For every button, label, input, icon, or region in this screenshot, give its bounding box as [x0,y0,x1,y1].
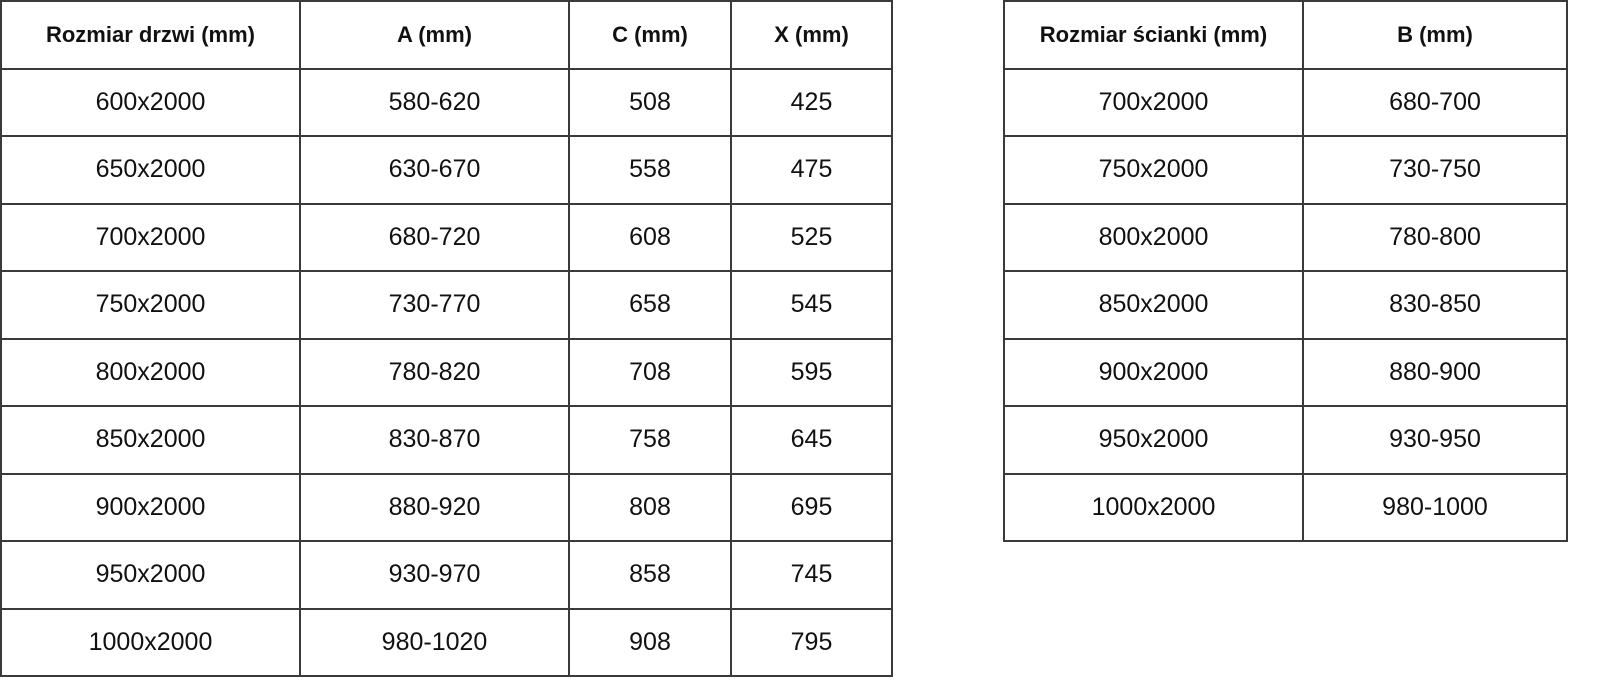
column-header: X (mm) [730,0,893,70]
table-cell: 650x2000 [0,135,301,205]
table-cell: 780-800 [1302,202,1568,272]
table-cell: 595 [730,337,893,407]
table-cell: 795 [730,607,893,677]
column-header: C (mm) [568,0,732,70]
table-cell: 930-950 [1302,405,1568,475]
table-cell: 858 [568,540,732,610]
table-cell: 630-670 [299,135,570,205]
table-cell: 880-920 [299,472,570,542]
table-cell: 475 [730,135,893,205]
table-cell: 658 [568,270,732,340]
table-cell: 750x2000 [0,270,301,340]
table-cell: 608 [568,202,732,272]
table-cell: 750x2000 [1003,135,1304,205]
table-row: 600x2000 580-620 508 425 [0,67,893,137]
column-header: A (mm) [299,0,570,70]
table-cell: 600x2000 [0,67,301,137]
table-cell: 930-970 [299,540,570,610]
table-cell: 900x2000 [0,472,301,542]
table-cell: 700x2000 [0,202,301,272]
table-cell: 850x2000 [1003,270,1304,340]
table-cell: 808 [568,472,732,542]
table-cell: 645 [730,405,893,475]
table-row: 650x2000 630-670 558 475 [0,135,893,205]
table-cell: 700x2000 [1003,67,1304,137]
table-cell: 508 [568,67,732,137]
table-row: 700x2000 680-700 [1003,67,1568,137]
door-size-table: Rozmiar drzwi (mm) A (mm) C (mm) X (mm) 600… [0,0,893,677]
header-row: Rozmiar ścianki (mm) B (mm) [1003,0,1568,70]
table-cell: 880-900 [1302,337,1568,407]
table-cell: 1000x2000 [0,607,301,677]
table-row: 950x2000 930-970 858 745 [0,540,893,610]
table-row: 1000x2000 980-1020 908 795 [0,607,893,677]
table-cell: 708 [568,337,732,407]
table-cell: 780-820 [299,337,570,407]
table-cell: 680-700 [1302,67,1568,137]
table-cell: 830-870 [299,405,570,475]
table-row: 800x2000 780-800 [1003,202,1568,272]
table-row: 750x2000 730-750 [1003,135,1568,205]
table-row: 750x2000 730-770 658 545 [0,270,893,340]
table-cell: 425 [730,67,893,137]
header-row: Rozmiar drzwi (mm) A (mm) C (mm) X (mm) [0,0,893,70]
table-cell: 525 [730,202,893,272]
column-header: Rozmiar drzwi (mm) [0,0,301,70]
table-row: 850x2000 830-870 758 645 [0,405,893,475]
table-cell: 950x2000 [1003,405,1304,475]
column-header: B (mm) [1302,0,1568,70]
table-cell: 558 [568,135,732,205]
table-cell: 830-850 [1302,270,1568,340]
table-cell: 745 [730,540,893,610]
table-row: 850x2000 830-850 [1003,270,1568,340]
table-row: 900x2000 880-900 [1003,337,1568,407]
table-cell: 800x2000 [0,337,301,407]
table-cell: 908 [568,607,732,677]
table-cell: 800x2000 [1003,202,1304,272]
wall-size-table: Rozmiar ścianki (mm) B (mm) 700x2000 680-7… [1003,0,1568,542]
table-row: 900x2000 880-920 808 695 [0,472,893,542]
table-cell: 850x2000 [0,405,301,475]
table-cell: 580-620 [299,67,570,137]
table-cell: 730-750 [1302,135,1568,205]
table-cell: 758 [568,405,732,475]
table-cell: 900x2000 [1003,337,1304,407]
table-row: 800x2000 780-820 708 595 [0,337,893,407]
table-cell: 730-770 [299,270,570,340]
table-cell: 980-1020 [299,607,570,677]
table-cell: 1000x2000 [1003,472,1304,542]
table-cell: 980-1000 [1302,472,1568,542]
table-row: 1000x2000 980-1000 [1003,472,1568,542]
table-cell: 680-720 [299,202,570,272]
table-cell: 545 [730,270,893,340]
table-row: 950x2000 930-950 [1003,405,1568,475]
table-row: 700x2000 680-720 608 525 [0,202,893,272]
table-cell: 695 [730,472,893,542]
column-header: Rozmiar ścianki (mm) [1003,0,1304,70]
table-cell: 950x2000 [0,540,301,610]
